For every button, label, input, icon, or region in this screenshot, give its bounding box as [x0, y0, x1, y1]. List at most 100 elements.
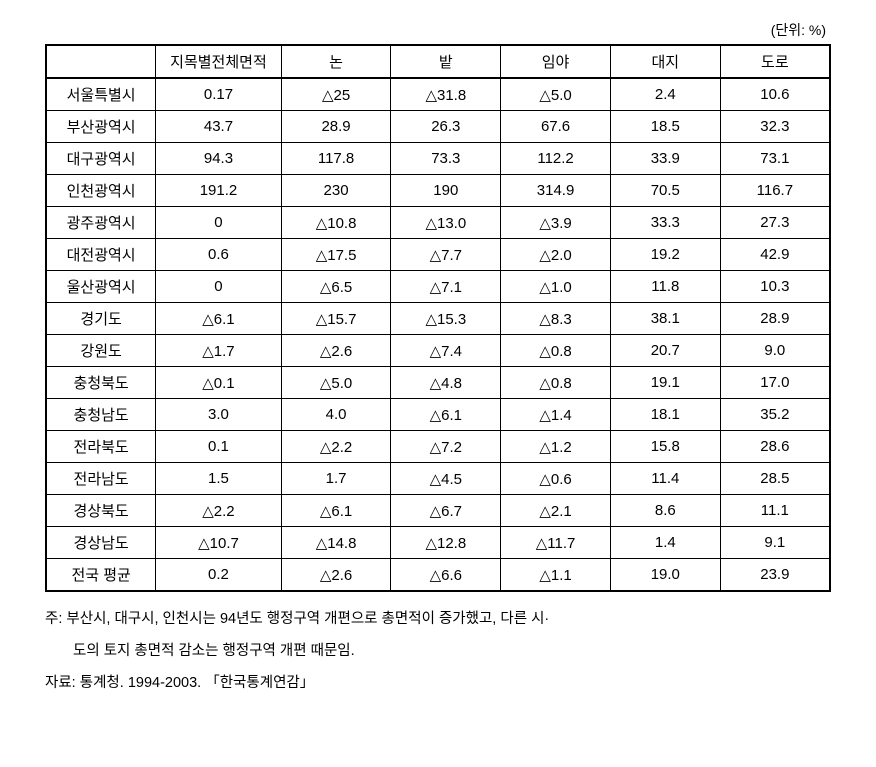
table-wrapper: 지목별전체면적 논 밭 임야 대지 도로 서울특별시0.17△25△31.8△5…: [20, 44, 856, 592]
cell-value: △7.2: [391, 431, 501, 463]
cell-value: 33.9: [610, 143, 720, 175]
row-label: 전라북도: [46, 431, 156, 463]
cell-value: 38.1: [610, 303, 720, 335]
cell-value: △2.6: [281, 559, 391, 592]
cell-value: 70.5: [610, 175, 720, 207]
row-label: 광주광역시: [46, 207, 156, 239]
cell-value: 94.3: [156, 143, 281, 175]
row-label: 울산광역시: [46, 271, 156, 303]
row-label: 전국 평균: [46, 559, 156, 592]
col-header-forest: 임야: [501, 45, 611, 78]
cell-value: 15.8: [610, 431, 720, 463]
row-label: 인천광역시: [46, 175, 156, 207]
row-label: 대구광역시: [46, 143, 156, 175]
cell-value: 0: [156, 271, 281, 303]
cell-value: △6.5: [281, 271, 391, 303]
cell-value: 35.2: [720, 399, 830, 431]
cell-value: 28.9: [720, 303, 830, 335]
table-row: 대전광역시0.6△17.5△7.7△2.019.242.9: [46, 239, 830, 271]
table-row: 경기도△6.1△15.7△15.3△8.338.128.9: [46, 303, 830, 335]
cell-value: △25: [281, 78, 391, 111]
cell-value: 19.1: [610, 367, 720, 399]
cell-value: △4.8: [391, 367, 501, 399]
cell-value: △14.8: [281, 527, 391, 559]
cell-value: 18.1: [610, 399, 720, 431]
table-row: 대구광역시94.3117.873.3112.233.973.1: [46, 143, 830, 175]
cell-value: 28.6: [720, 431, 830, 463]
col-header-road: 도로: [720, 45, 830, 78]
cell-value: △7.7: [391, 239, 501, 271]
cell-value: △11.7: [501, 527, 611, 559]
cell-value: 18.5: [610, 111, 720, 143]
cell-value: 1.4: [610, 527, 720, 559]
cell-value: 117.8: [281, 143, 391, 175]
cell-value: 32.3: [720, 111, 830, 143]
row-label: 전라남도: [46, 463, 156, 495]
cell-value: △5.0: [281, 367, 391, 399]
col-header-total-area: 지목별전체면적: [156, 45, 281, 78]
cell-value: 23.9: [720, 559, 830, 592]
cell-value: 0.1: [156, 431, 281, 463]
cell-value: 11.8: [610, 271, 720, 303]
row-label: 부산광역시: [46, 111, 156, 143]
cell-value: △1.0: [501, 271, 611, 303]
row-label: 충청북도: [46, 367, 156, 399]
cell-value: 20.7: [610, 335, 720, 367]
table-row: 전라북도0.1△2.2△7.2△1.215.828.6: [46, 431, 830, 463]
table-row: 충청북도△0.1△5.0△4.8△0.819.117.0: [46, 367, 830, 399]
col-header-site: 대지: [610, 45, 720, 78]
cell-value: △1.7: [156, 335, 281, 367]
cell-value: 10.3: [720, 271, 830, 303]
row-label: 경상북도: [46, 495, 156, 527]
cell-value: △2.1: [501, 495, 611, 527]
cell-value: △2.2: [156, 495, 281, 527]
table-row: 전라남도1.51.7△4.5△0.611.428.5: [46, 463, 830, 495]
cell-value: 0.6: [156, 239, 281, 271]
row-label: 경기도: [46, 303, 156, 335]
cell-value: 17.0: [720, 367, 830, 399]
table-row: 울산광역시0△6.5△7.1△1.011.810.3: [46, 271, 830, 303]
cell-value: 19.0: [610, 559, 720, 592]
cell-value: 3.0: [156, 399, 281, 431]
cell-value: △13.0: [391, 207, 501, 239]
cell-value: △2.6: [281, 335, 391, 367]
cell-value: 67.6: [501, 111, 611, 143]
cell-value: △12.8: [391, 527, 501, 559]
cell-value: 0.2: [156, 559, 281, 592]
cell-value: 0: [156, 207, 281, 239]
row-label: 서울특별시: [46, 78, 156, 111]
cell-value: 73.3: [391, 143, 501, 175]
cell-value: △6.1: [281, 495, 391, 527]
cell-value: 9.1: [720, 527, 830, 559]
table-row: 경상남도△10.7△14.8△12.8△11.71.49.1: [46, 527, 830, 559]
cell-value: 190: [391, 175, 501, 207]
cell-value: △3.9: [501, 207, 611, 239]
cell-value: 1.7: [281, 463, 391, 495]
cell-value: 28.5: [720, 463, 830, 495]
table-row: 강원도△1.7△2.6△7.4△0.820.79.0: [46, 335, 830, 367]
cell-value: 11.4: [610, 463, 720, 495]
cell-value: 27.3: [720, 207, 830, 239]
cell-value: △6.6: [391, 559, 501, 592]
cell-value: 2.4: [610, 78, 720, 111]
cell-value: 10.6: [720, 78, 830, 111]
cell-value: 43.7: [156, 111, 281, 143]
cell-value: 11.1: [720, 495, 830, 527]
cell-value: △2.0: [501, 239, 611, 271]
table-body: 서울특별시0.17△25△31.8△5.02.410.6부산광역시43.728.…: [46, 78, 830, 591]
cell-value: △7.4: [391, 335, 501, 367]
note-line-2: 도의 토지 총면적 감소는 행정구역 개편 때문임.: [45, 636, 831, 668]
cell-value: 8.6: [610, 495, 720, 527]
cell-value: 9.0: [720, 335, 830, 367]
table-row: 경상북도△2.2△6.1△6.7△2.18.611.1: [46, 495, 830, 527]
row-label: 경상남도: [46, 527, 156, 559]
cell-value: 112.2: [501, 143, 611, 175]
row-label: 대전광역시: [46, 239, 156, 271]
cell-value: △7.1: [391, 271, 501, 303]
unit-label: (단위: %): [20, 20, 856, 40]
cell-value: 19.2: [610, 239, 720, 271]
col-header-region: [46, 45, 156, 78]
note-line-1: 주: 부산시, 대구시, 인천시는 94년도 행정구역 개편으로 총면적이 증가…: [45, 604, 831, 636]
table-row: 부산광역시43.728.926.367.618.532.3: [46, 111, 830, 143]
cell-value: 314.9: [501, 175, 611, 207]
